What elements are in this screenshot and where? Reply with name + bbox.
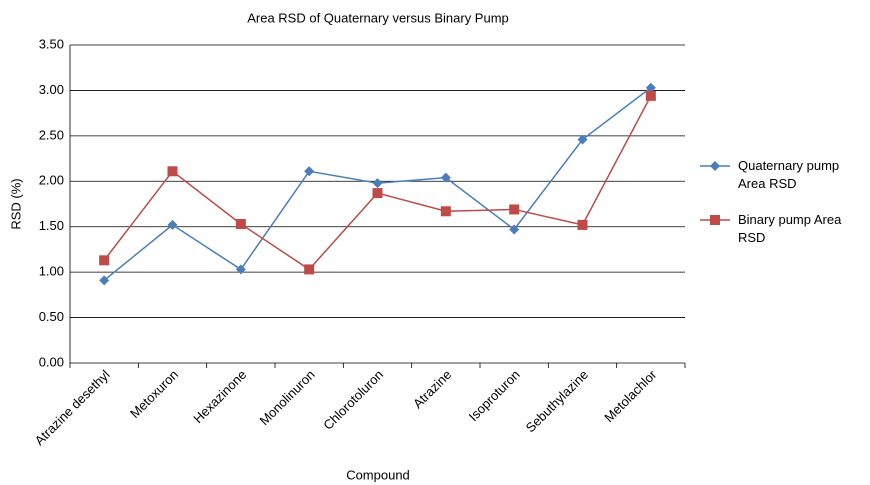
- point: [167, 166, 178, 177]
- legend-item: Binary pump Area RSD: [700, 211, 856, 247]
- point: [645, 82, 656, 93]
- point: [99, 275, 110, 286]
- point: [304, 264, 315, 275]
- point: [235, 218, 246, 229]
- x-tick-label: Chlorotoluron: [320, 367, 386, 433]
- legend-label: Quaternary pump Area RSD: [738, 158, 840, 191]
- point: [304, 166, 315, 177]
- y-tick-label: 1.00: [39, 264, 64, 279]
- y-tick-label: 0.00: [39, 354, 64, 369]
- point: [509, 204, 520, 215]
- x-tick-label: Atrazine: [410, 367, 454, 411]
- y-tick-label: 0.50: [39, 309, 64, 324]
- point: [509, 224, 520, 235]
- point: [440, 172, 451, 183]
- x-tick-label: Isoproturon: [466, 367, 523, 424]
- x-tick-label: Monolinuron: [257, 367, 318, 428]
- point: [372, 188, 383, 199]
- y-axis-title: RSD (%): [8, 178, 23, 229]
- x-tick-label: Atrazine desethyl: [32, 367, 113, 448]
- legend-item: Quaternary pump Area RSD: [700, 157, 856, 193]
- y-tick-label: 2.50: [39, 127, 64, 142]
- x-tick-label: Metoxuron: [127, 367, 181, 421]
- x-tick-label: Hexazinone: [190, 367, 249, 426]
- x-axis-title: Compound: [346, 467, 410, 482]
- legend-label: Binary pump Area RSD: [738, 212, 842, 245]
- y-tick-label: 3.00: [39, 82, 64, 97]
- point: [577, 219, 588, 230]
- point: [577, 134, 588, 145]
- point: [235, 264, 246, 275]
- chart-title: Area RSD of Quaternary versus Binary Pum…: [247, 10, 509, 25]
- y-tick-label: 2.00: [39, 173, 64, 188]
- point: [167, 219, 178, 230]
- point: [99, 255, 110, 266]
- x-tick-label: Sebuthylazine: [523, 367, 591, 435]
- y-tick-label: 1.50: [39, 218, 64, 233]
- point: [645, 90, 656, 101]
- legend-marker: [700, 161, 730, 171]
- legend-marker: [700, 215, 730, 225]
- point: [372, 178, 383, 189]
- x-tick-label: Metolachlor: [601, 366, 660, 425]
- y-tick-label: 3.50: [39, 36, 64, 51]
- point: [440, 206, 451, 217]
